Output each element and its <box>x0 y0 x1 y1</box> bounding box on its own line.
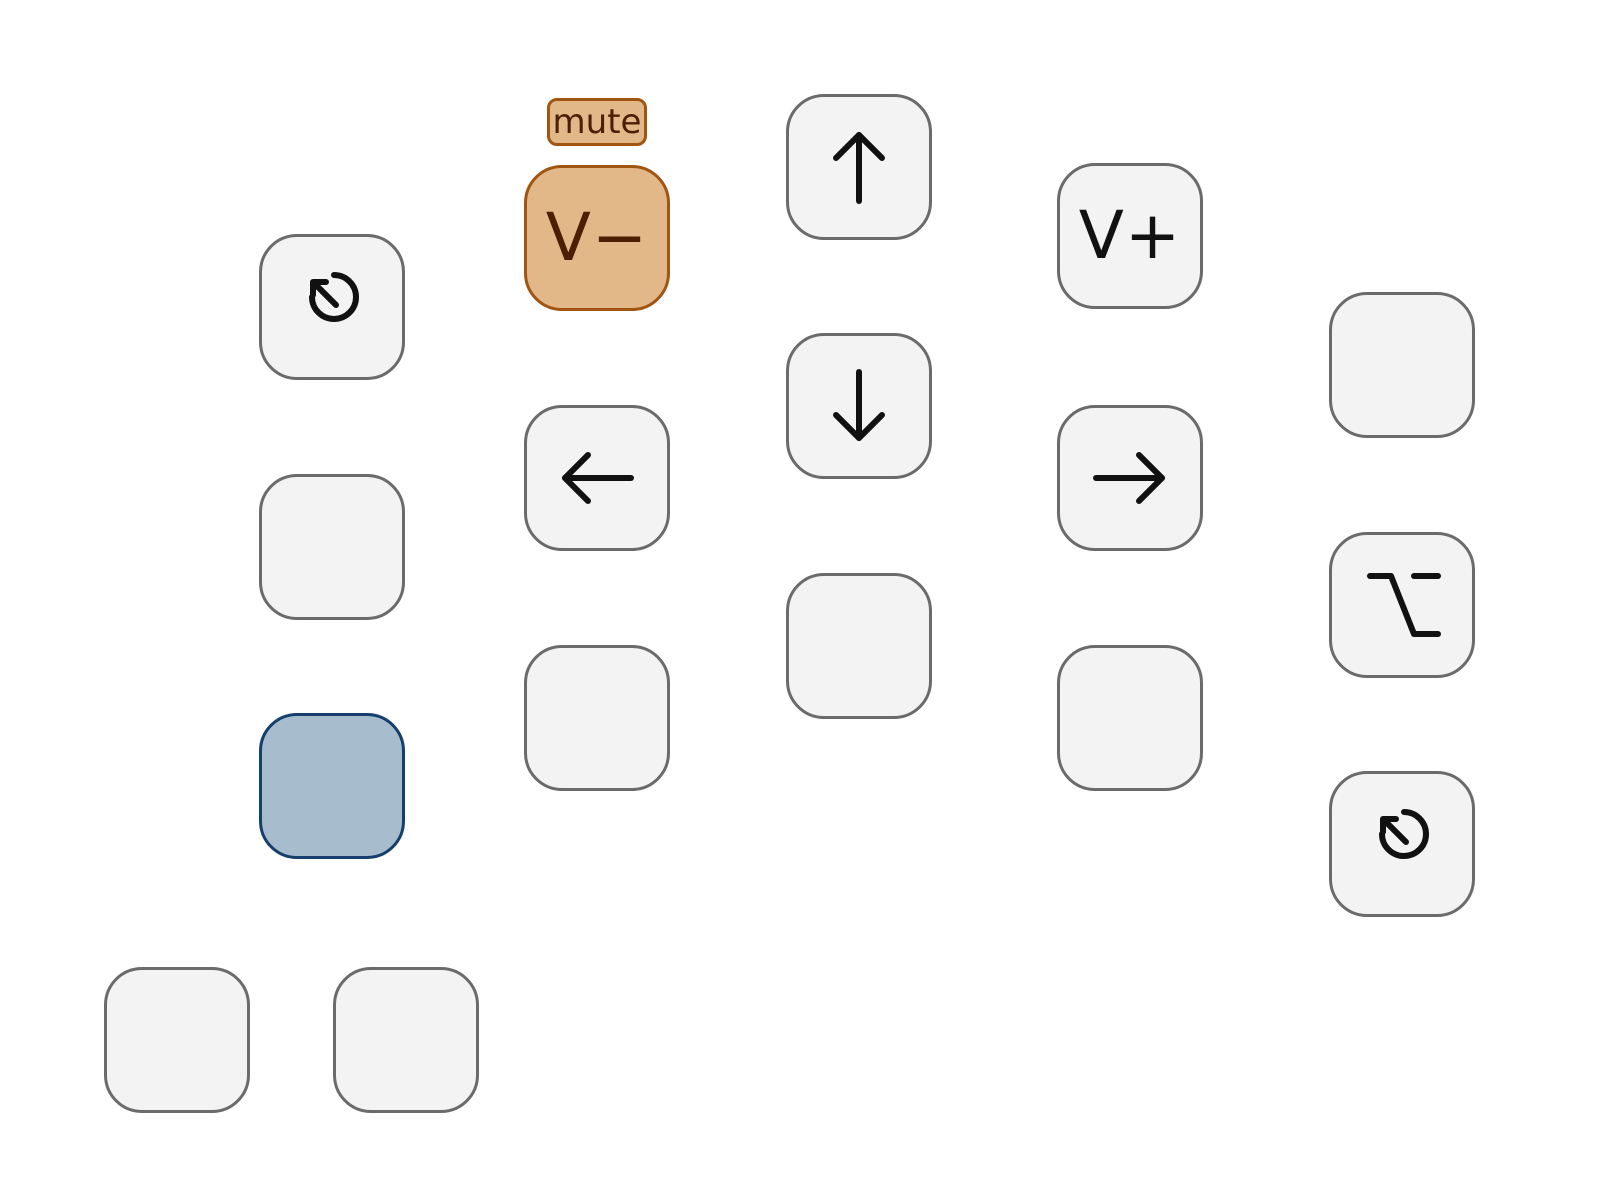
mute-tooltip: mute <box>547 98 647 146</box>
option-icon <box>1357 560 1447 650</box>
selected-key[interactable] <box>259 713 405 859</box>
reset-button-left[interactable] <box>259 234 405 380</box>
arrow-down-icon <box>814 361 904 451</box>
reset-icon <box>287 262 377 352</box>
volume-up-label: V+ <box>1078 197 1182 274</box>
arrow-down-button[interactable] <box>786 333 932 479</box>
arrow-right-button[interactable] <box>1057 405 1203 551</box>
volume-down-label: V− <box>545 199 649 276</box>
reset-button-right[interactable] <box>1329 771 1475 917</box>
blank-key[interactable] <box>104 967 250 1113</box>
blank-key[interactable] <box>524 645 670 791</box>
arrow-up-button[interactable] <box>786 94 932 240</box>
blank-key[interactable] <box>259 474 405 620</box>
arrow-left-button[interactable] <box>524 405 670 551</box>
reset-icon <box>1357 799 1447 889</box>
blank-key[interactable] <box>333 967 479 1113</box>
arrow-up-icon <box>814 122 904 212</box>
blank-key[interactable] <box>786 573 932 719</box>
option-button[interactable] <box>1329 532 1475 678</box>
blank-key[interactable] <box>1329 292 1475 438</box>
arrow-right-icon <box>1085 433 1175 523</box>
arrow-left-icon <box>552 433 642 523</box>
volume-up-button[interactable]: V+ <box>1057 163 1203 309</box>
blank-key[interactable] <box>1057 645 1203 791</box>
volume-down-button[interactable]: V− <box>524 165 670 311</box>
